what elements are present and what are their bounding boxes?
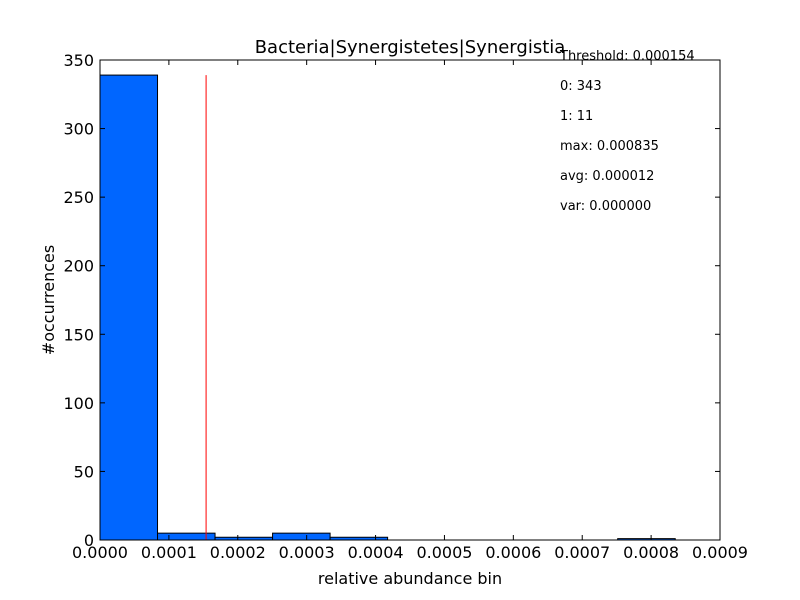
x-tick-label: 0.0004 [348,543,404,562]
y-tick-label: 100 [63,394,94,413]
y-tick-label: 150 [63,325,94,344]
stat-line: 0: 343 [560,79,602,94]
chart-title: Bacteria|Synergistetes|Synergistia [255,37,566,58]
y-tick-label: 0 [84,531,94,550]
y-tick-label: 200 [63,257,94,276]
x-tick-label: 0.0009 [692,543,748,562]
x-axis-label: relative abundance bin [318,569,502,588]
y-axis-ticks: 0 50 100 150 200 250 300 350 [63,51,720,550]
y-tick-label: 250 [63,188,94,207]
y-tick-label: 350 [63,51,94,70]
stat-line: avg: 0.000012 [560,169,654,184]
stats-annotations: Threshold: 0.000154 0: 343 1: 11 max: 0.000… [559,49,695,214]
y-axis-label: #occurrences [39,245,58,355]
x-tick-label: 0.0002 [210,543,266,562]
histogram-bar [99,74,159,541]
x-tick-label: 0.0001 [141,543,197,562]
stat-line: Threshold: 0.000154 [559,49,695,64]
x-tick-label: 0.0003 [279,543,335,562]
stat-line: 1: 11 [560,109,593,124]
histogram-bar [272,532,331,541]
x-tick-label: 0.0007 [554,543,610,562]
y-tick-label: 300 [63,120,94,139]
x-tick-label: 0.0000 [72,543,128,562]
stat-line: max: 0.000835 [560,139,659,154]
stat-line: var: 0.000000 [560,199,651,214]
x-tick-label: 0.0005 [416,543,472,562]
x-tick-label: 0.0006 [485,543,541,562]
y-tick-label: 50 [74,462,94,481]
x-tick-label: 0.0008 [623,543,679,562]
plot-frame [99,59,721,541]
x-axis-ticks: 0.0000 0.0001 0.0002 0.0003 0.0004 0.0005 0.00… [72,60,748,562]
